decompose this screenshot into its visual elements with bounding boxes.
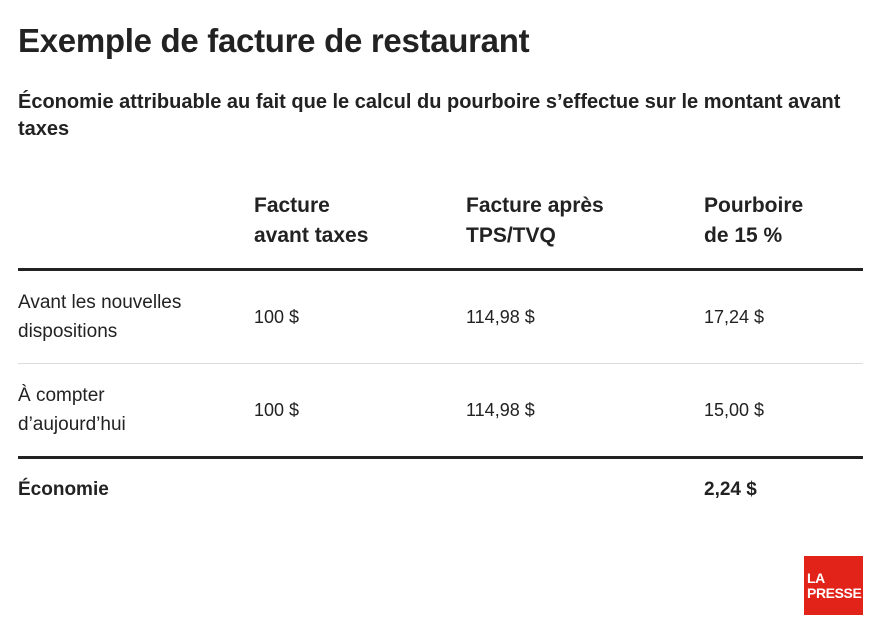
table-header-row: Facture avant taxes Facture après TPS/TV… [18,190,863,271]
row-before-tax: 100 $ [254,400,300,420]
total-label: Économie [18,479,109,500]
header-cell-after-tax: Facture après TPS/TVQ [466,194,604,247]
row-before-tax: 100 $ [254,307,300,327]
la-presse-logo: LA PRESSE [804,556,863,615]
page-subtitle: Économie attribuable au fait que le calc… [18,91,841,140]
table-row: À compter d’aujourd’hui 100 $ 114,98 $ 1… [18,364,863,459]
total-tip: 2,24 $ [704,479,757,500]
logo-line-2: PRESSE [807,584,862,601]
page-title: Exemple de facture de restaurant [18,22,530,59]
row-label: À compter d’aujourd’hui [18,385,126,435]
header-cell-label [18,190,254,191]
invoice-table: Facture avant taxes Facture après TPS/TV… [18,190,863,521]
row-after-tax: 114,98 $ [466,307,535,327]
table-row: Avant les nouvelles dispositions 100 $ 1… [18,271,863,364]
header-cell-tip: Pourboire de 15 % [704,194,804,247]
header-cell-before-tax: Facture avant taxes [254,194,369,247]
row-tip: 15,00 $ [704,400,765,420]
row-after-tax: 114,98 $ [466,400,535,420]
table-total-row: Économie 2,24 $ [18,459,863,521]
row-tip: 17,24 $ [704,307,765,327]
row-label: Avant les nouvelles dispositions [18,292,182,342]
logo-line-1: LA [807,569,825,586]
